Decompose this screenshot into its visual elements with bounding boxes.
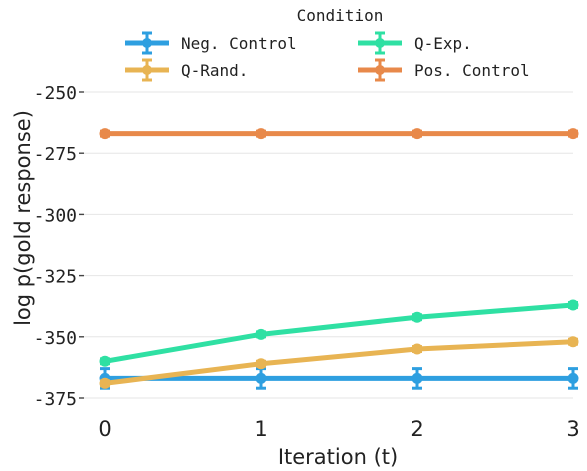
data-point (411, 128, 423, 140)
series-q-rand (99, 336, 579, 389)
y-tick-label: -250 (34, 83, 77, 104)
data-point (567, 299, 579, 311)
data-point (411, 372, 423, 384)
legend-item-q-exp: Q-Exp. (358, 31, 472, 55)
series-neg-control (99, 367, 579, 390)
x-axis-ticks: 0 1 2 3 (98, 417, 579, 441)
series-q-exp (99, 299, 579, 367)
legend-swatch-marker (375, 65, 385, 75)
y-tick-label: -350 (34, 328, 77, 349)
data-point (99, 355, 111, 367)
data-point (411, 343, 423, 355)
legend-label: Pos. Control (414, 61, 530, 80)
series-pos-control (99, 128, 579, 140)
data-point (99, 377, 111, 389)
legend-swatch-marker (142, 38, 152, 48)
legend-swatch-marker (375, 38, 385, 48)
data-point (411, 311, 423, 323)
data-point (255, 328, 267, 340)
legend: Condition Neg. Control Q-Exp. Q-Rand. Pos. … (125, 6, 530, 82)
data-point (567, 128, 579, 140)
grid (83, 91, 573, 399)
legend-label: Q-Rand. (181, 61, 248, 80)
series-line (102, 339, 576, 386)
legend-label: Q-Exp. (414, 34, 472, 53)
x-tick-label: 1 (254, 417, 267, 441)
data-point (255, 358, 267, 370)
legend-title: Condition (297, 6, 384, 25)
x-tick-label: 0 (98, 417, 111, 441)
data-point (255, 372, 267, 384)
series-layer (99, 128, 579, 390)
y-axis-ticks: -250 -275 -300 -325 -350 -375 (34, 83, 84, 410)
legend-swatch-marker (142, 65, 152, 75)
x-axis-label: Iteration (t) (278, 445, 398, 469)
legend-item-neg-control: Neg. Control (125, 31, 297, 55)
x-tick-label: 2 (410, 417, 423, 441)
legend-label: Neg. Control (181, 34, 297, 53)
legend-item-pos-control: Pos. Control (358, 58, 530, 82)
series-line (102, 302, 576, 364)
data-point (567, 336, 579, 348)
y-tick-label: -275 (34, 144, 77, 165)
data-point (255, 128, 267, 140)
x-tick-label: 3 (566, 417, 579, 441)
data-point (99, 128, 111, 140)
data-point (567, 372, 579, 384)
y-tick-label: -300 (34, 205, 77, 226)
legend-item-q-rand: Q-Rand. (125, 58, 248, 82)
y-tick-label: -325 (34, 267, 77, 288)
y-axis-label: log p(gold response) (11, 110, 35, 326)
y-tick-label: -375 (34, 389, 77, 410)
